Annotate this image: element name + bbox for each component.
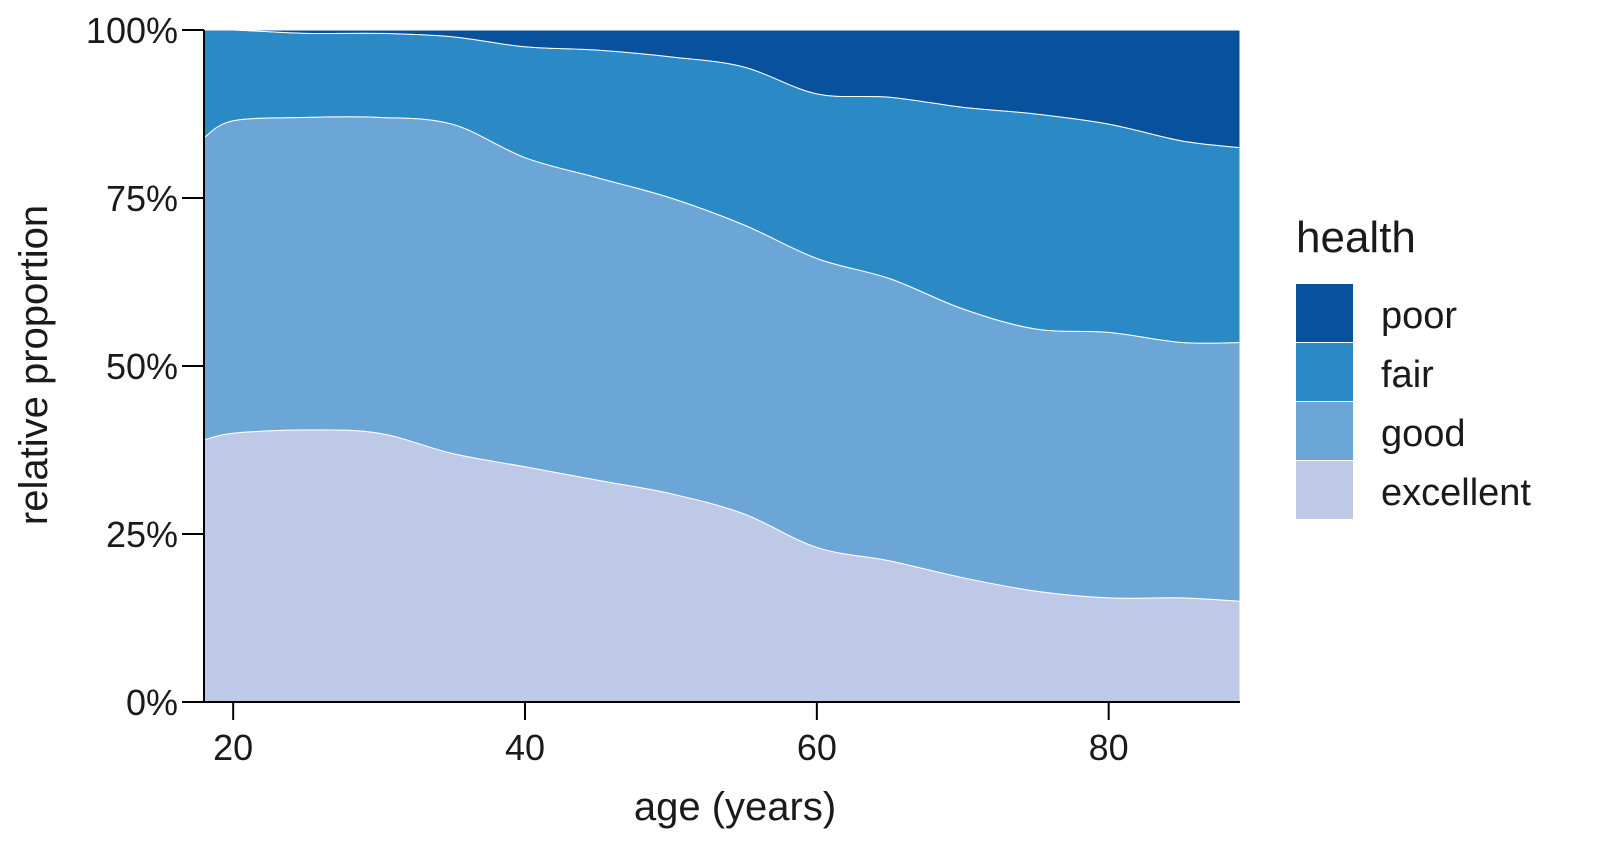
legend-title: health <box>1296 213 1416 262</box>
stacked-areas <box>203 29 1241 703</box>
legend-swatch-poor <box>1296 284 1353 342</box>
legend-swatch-fair <box>1296 343 1353 401</box>
legend-label-good: good <box>1381 413 1466 455</box>
y-tick-label: 25% <box>106 514 178 555</box>
legend-label-poor: poor <box>1381 295 1457 337</box>
x-tick-label: 40 <box>505 727 545 768</box>
y-tick-label: 75% <box>106 178 178 219</box>
x-tick-label: 60 <box>797 727 837 768</box>
legend-label-excellent: excellent <box>1381 472 1531 514</box>
legend-label-fair: fair <box>1381 354 1434 396</box>
legend-swatch-excellent <box>1296 461 1353 519</box>
y-tick-label: 100% <box>86 10 178 51</box>
y-axis: 0% 25% 50% 75% 100% <box>86 10 205 723</box>
area-poor <box>203 29 1241 149</box>
legend: health poor fair good excellent <box>1296 213 1531 519</box>
x-tick-label: 80 <box>1089 727 1129 768</box>
x-axis-title: age (years) <box>634 785 836 829</box>
x-axis: 20 40 60 80 <box>204 701 1240 768</box>
x-tick-label: 20 <box>213 727 253 768</box>
y-tick-label: 50% <box>106 346 178 387</box>
y-tick-label: 0% <box>126 682 178 723</box>
legend-swatch-good <box>1296 402 1353 460</box>
y-axis-title: relative proportion <box>12 205 56 525</box>
